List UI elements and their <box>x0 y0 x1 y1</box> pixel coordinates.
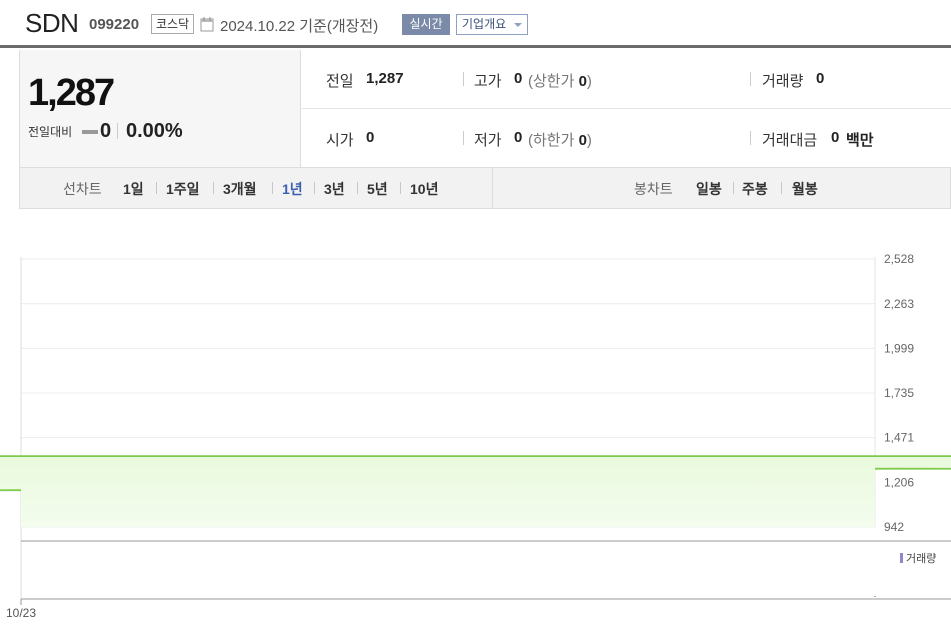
prev-close-label: 전일 <box>326 73 354 90</box>
chevron-down-icon <box>514 23 522 27</box>
volume-label: 거래량 <box>762 73 804 90</box>
period-1w[interactable]: 1주일 <box>166 181 200 197</box>
quote-divider <box>750 72 751 86</box>
y-tick-label: 942 <box>884 520 904 534</box>
y-tick-label: 1,735 <box>884 386 914 400</box>
turnover-unit: 백만 <box>846 132 874 149</box>
candle-monthly[interactable]: 월봉 <box>792 181 818 197</box>
line-chart-label: 선차트 <box>63 181 102 197</box>
period-3m[interactable]: 3개월 <box>223 181 257 197</box>
stock-header: SDN 099220 코스닥 2024.10.22 기준(개장전) 실시간 기업… <box>0 0 951 48</box>
lower-limit-label: 하한가 <box>533 132 575 149</box>
period-divider <box>400 182 401 194</box>
change-percent: 0.00% <box>126 120 183 142</box>
quote-panel: 1,287 전일대비 0 0.00% 전일 1,287 고가 0 (상한가 0)… <box>19 50 951 168</box>
y-tick-label: 2,528 <box>884 252 914 266</box>
volume-value: 0 <box>816 70 825 87</box>
period-1y[interactable]: 1년 <box>282 181 303 197</box>
open-label: 시가 <box>326 132 354 149</box>
volume-legend-label: 거래량 <box>906 552 936 565</box>
period-3y[interactable]: 3년 <box>324 181 345 197</box>
change-value: 0 <box>100 120 112 142</box>
period-divider <box>314 182 315 194</box>
candle-daily[interactable]: 일봉 <box>696 181 722 197</box>
high-label: 고가 <box>474 73 502 90</box>
quote-row-divider <box>302 108 951 109</box>
price-chart: 2,5282,2631,9991,7351,4711,20694210/2312… <box>0 252 951 620</box>
period-1d[interactable]: 1일 <box>123 181 144 197</box>
period-divider <box>156 182 157 194</box>
company-overview-dropdown[interactable]: 기업개요 <box>456 14 528 35</box>
turnover-value: 0 <box>831 129 840 146</box>
candle-weekly[interactable]: 주봉 <box>742 181 768 197</box>
turnover-label: 거래대금 <box>762 132 818 149</box>
flat-change-icon <box>82 130 98 134</box>
open-value: 0 <box>366 129 375 146</box>
quote-divider <box>463 72 464 86</box>
period-divider <box>733 182 734 194</box>
stock-name: SDN <box>25 8 79 38</box>
upper-limit-label: 상한가 <box>533 73 575 90</box>
volume-bar <box>874 595 876 597</box>
volume-legend-swatch <box>900 553 903 563</box>
period-divider <box>781 182 782 194</box>
y-tick-label: 1,206 <box>884 475 914 489</box>
prev-close-value: 1,287 <box>366 70 404 87</box>
lower-limit-value: 0 <box>578 132 587 149</box>
base-date: 2024.10.22 기준(개장전) <box>220 18 379 35</box>
change-label: 전일대비 <box>28 125 73 139</box>
high-value: 0 <box>514 70 523 87</box>
y-tick-label: 2,263 <box>884 297 914 311</box>
y-tick-label: 1,471 <box>884 431 914 445</box>
upper-limit: (상한가 0) <box>528 73 592 90</box>
period-10y[interactable]: 10년 <box>410 181 439 197</box>
price-area <box>0 456 951 527</box>
company-overview-label: 기업개요 <box>462 17 507 31</box>
x-tick-label: 10/23 <box>6 606 36 620</box>
stock-code: 099220 <box>89 16 140 33</box>
current-price-box: 1,287 전일대비 0 0.00% <box>20 50 301 167</box>
calendar-icon <box>200 17 214 32</box>
current-price: 1,287 <box>28 72 115 114</box>
upper-limit-value: 0 <box>578 73 587 90</box>
change-divider <box>117 123 118 139</box>
period-divider <box>272 182 273 194</box>
realtime-button[interactable]: 실시간 <box>402 14 450 35</box>
period-selector: 선차트 1일 1주일 3개월 1년 3년 5년 10년 봉차트 일봉 주봉 월봉 <box>19 167 951 209</box>
period-5y[interactable]: 5년 <box>367 181 388 197</box>
lower-limit: (하한가 0) <box>528 132 592 149</box>
y-tick-label: 1,999 <box>884 341 914 355</box>
period-group-divider <box>492 168 493 208</box>
quote-divider <box>463 131 464 145</box>
candle-chart-label: 봉차트 <box>634 181 673 197</box>
period-divider <box>213 182 214 194</box>
market-badge: 코스닥 <box>151 14 195 34</box>
period-divider <box>357 182 358 194</box>
quote-divider <box>750 131 751 145</box>
low-label: 저가 <box>474 132 502 149</box>
low-value: 0 <box>514 129 523 146</box>
